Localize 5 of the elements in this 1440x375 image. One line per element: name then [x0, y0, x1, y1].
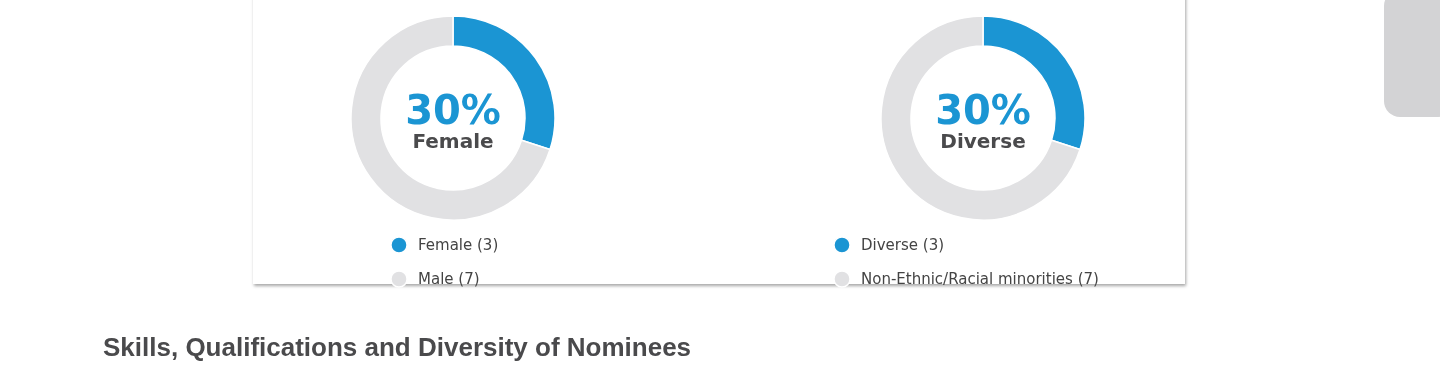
legend-label: Female (3) [418, 236, 499, 254]
legend-label: Male (7) [418, 270, 480, 288]
legend-label: Non-Ethnic/Racial minorities (7) [861, 270, 1099, 288]
legend-label: Diverse (3) [861, 236, 945, 254]
text: Skills, Qualifications and Diversity of Nominees [103, 332, 692, 363]
